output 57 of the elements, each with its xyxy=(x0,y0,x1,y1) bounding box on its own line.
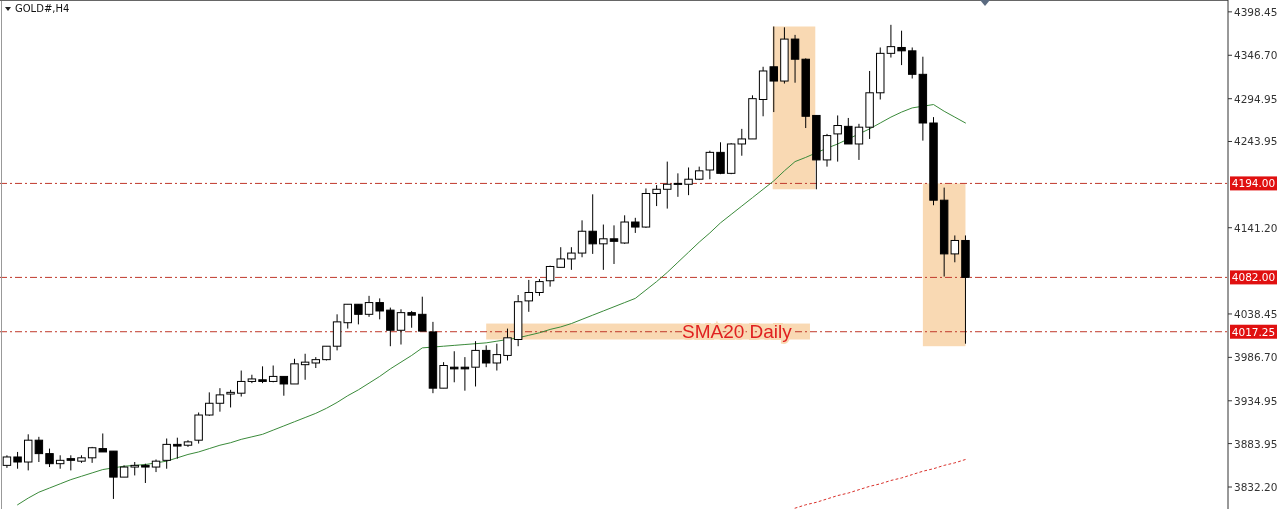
candlestick xyxy=(450,350,459,383)
y-tick-label: 4243.95 xyxy=(1234,135,1278,148)
line-series xyxy=(794,458,966,509)
y-tick-label: 3883.95 xyxy=(1234,437,1278,450)
line-series xyxy=(17,104,966,506)
candlestick xyxy=(503,328,512,361)
candlestick xyxy=(854,123,864,161)
y-tick-label: 4141.20 xyxy=(1234,221,1278,234)
candlestick xyxy=(375,297,384,320)
candlestick xyxy=(354,303,363,325)
y-tick-label: 3986.70 xyxy=(1234,351,1278,364)
ref-line-label: 4017.25 xyxy=(1231,325,1276,338)
candlestick xyxy=(290,358,299,385)
y-tick-label: 4038.45 xyxy=(1234,307,1278,320)
candlestick xyxy=(386,307,395,347)
candlestick xyxy=(790,34,800,84)
candlestick xyxy=(844,117,853,145)
candlestick xyxy=(652,184,661,207)
candlestick xyxy=(247,374,257,384)
candlestick xyxy=(173,437,182,460)
candlestick xyxy=(471,340,480,387)
candlestick xyxy=(141,463,150,484)
candlestick xyxy=(684,166,693,196)
candlestick xyxy=(439,361,448,389)
y-tick-label: 4294.95 xyxy=(1234,92,1278,105)
candlestick xyxy=(418,296,427,332)
candlestick xyxy=(769,26,778,113)
y-tick-label: 4398.45 xyxy=(1234,5,1278,18)
candlestick xyxy=(460,356,470,392)
candlestick xyxy=(620,214,629,245)
candlestick xyxy=(556,246,565,268)
candlestick xyxy=(577,219,587,258)
candlestick xyxy=(716,141,725,175)
candlestick xyxy=(396,308,406,346)
ref-line-label: 4194.00 xyxy=(1231,177,1276,190)
candlestick xyxy=(215,387,225,413)
y-tick-label: 3934.95 xyxy=(1234,394,1278,407)
candlestick xyxy=(237,370,246,398)
candlestick xyxy=(599,224,608,271)
y-tick-label: 3832.20 xyxy=(1234,481,1278,494)
chart-title: GOLD#,H4 xyxy=(15,3,70,14)
candlestick xyxy=(609,224,619,265)
candlestick xyxy=(588,193,597,255)
candlestick xyxy=(663,161,672,210)
candlestick xyxy=(162,438,171,470)
candlestick xyxy=(205,391,214,417)
candlestick xyxy=(567,246,576,271)
candlestick xyxy=(45,448,54,468)
candlestick xyxy=(343,303,352,330)
candlestick xyxy=(886,24,896,59)
candlestick xyxy=(151,458,161,473)
candlestick xyxy=(833,114,842,163)
candlestick xyxy=(673,172,683,198)
y-tick-label: 4346.70 xyxy=(1234,49,1278,62)
candlestick xyxy=(364,295,374,318)
candlestick xyxy=(897,30,906,66)
ref-line-label: 4082.00 xyxy=(1231,271,1276,284)
